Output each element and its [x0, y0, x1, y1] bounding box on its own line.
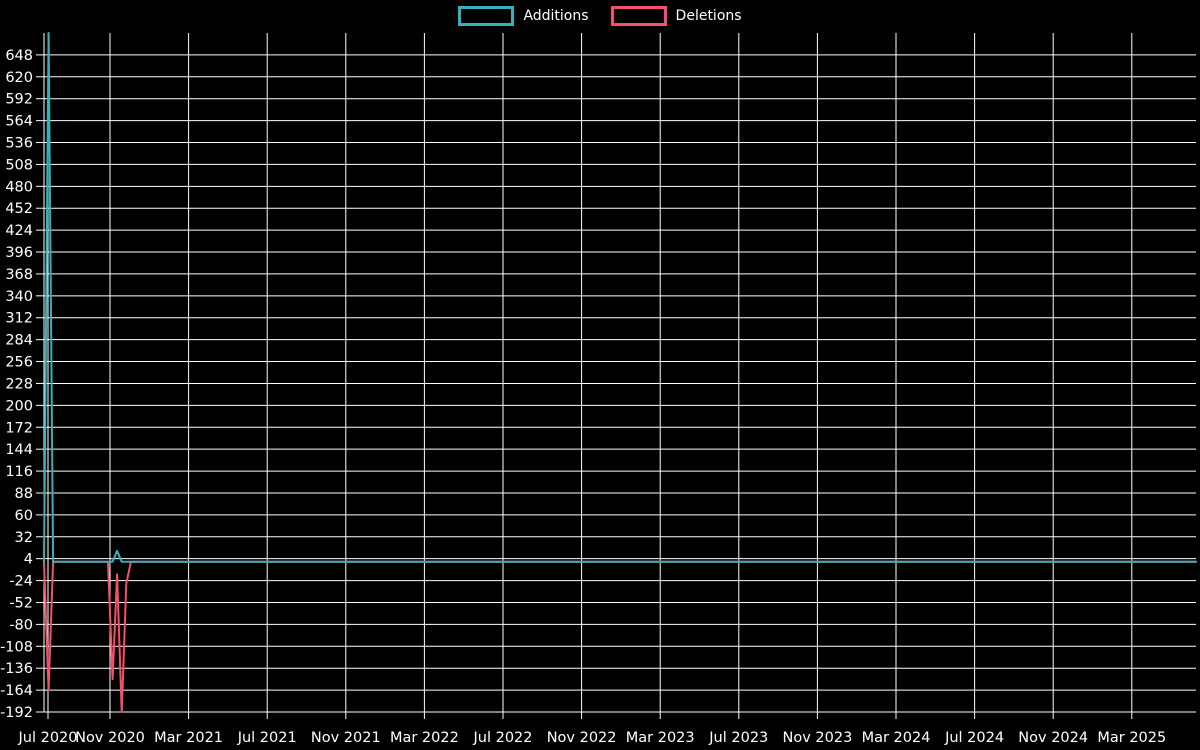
y-tick-label: 284	[5, 333, 33, 349]
y-tick-label: 648	[5, 48, 33, 64]
additions-swatch-icon	[458, 6, 515, 26]
y-tick-label: 116	[5, 464, 33, 480]
y-tick-label: 368	[5, 267, 33, 283]
x-tick-label: Nov 2021	[311, 730, 381, 746]
x-tick-label: Jul 2020	[17, 730, 77, 746]
y-tick-label: 508	[5, 157, 33, 173]
y-tick-label: -108	[0, 639, 33, 655]
y-tick-label: 312	[5, 311, 33, 327]
y-tick-label: 60	[15, 508, 33, 524]
x-tick-label: Mar 2021	[154, 730, 223, 746]
x-tick-label: Mar 2024	[862, 730, 931, 746]
y-tick-label: 480	[5, 179, 33, 195]
deletions-swatch-icon	[610, 6, 667, 26]
y-tick-label: -136	[0, 661, 33, 677]
x-tick-label: Jul 2021	[237, 730, 297, 746]
y-tick-label: 396	[5, 245, 33, 261]
x-tick-label: Nov 2023	[782, 730, 852, 746]
deletions-line	[43, 560, 1197, 713]
x-tick-label: Mar 2025	[1097, 730, 1166, 746]
y-tick-label: -52	[9, 595, 33, 611]
y-tick-label: -24	[9, 574, 33, 590]
x-tick-label: Jul 2024	[944, 730, 1004, 746]
y-tick-label: 256	[5, 355, 33, 371]
y-tick-label: 592	[5, 92, 33, 108]
y-tick-label: -80	[9, 617, 33, 633]
legend-item-deletions[interactable]: Deletions	[610, 6, 742, 26]
chart-legend: Additions Deletions	[0, 6, 1200, 26]
x-tick-label: Nov 2020	[75, 730, 145, 746]
y-tick-label: 88	[15, 486, 33, 502]
y-tick-label: 228	[5, 376, 33, 392]
y-tick-label: 452	[5, 201, 33, 217]
y-tick-label: 620	[5, 70, 33, 86]
y-tick-label: 32	[15, 530, 33, 546]
x-tick-label: Mar 2022	[390, 730, 459, 746]
x-tick-label: Mar 2023	[626, 730, 695, 746]
y-tick-label: 536	[5, 136, 33, 152]
y-tick-label: 4	[24, 552, 33, 568]
legend-label-deletions: Deletions	[675, 8, 742, 24]
additions-line	[43, 32, 1197, 563]
legend-item-additions[interactable]: Additions	[458, 6, 589, 26]
x-tick-label: Nov 2024	[1018, 730, 1088, 746]
x-tick-label: Jul 2022	[472, 730, 532, 746]
y-tick-label: 200	[5, 398, 33, 414]
y-tick-label: 340	[5, 289, 33, 305]
y-tick-label: 172	[5, 420, 33, 436]
y-tick-label: -192	[0, 705, 33, 721]
y-tick-label: 564	[5, 114, 33, 130]
x-tick-label: Nov 2022	[547, 730, 617, 746]
legend-label-additions: Additions	[523, 8, 589, 24]
y-tick-label: -164	[0, 683, 33, 699]
x-tick-label: Jul 2023	[708, 730, 768, 746]
y-tick-label: 144	[5, 442, 33, 458]
y-tick-label: 424	[5, 223, 33, 239]
